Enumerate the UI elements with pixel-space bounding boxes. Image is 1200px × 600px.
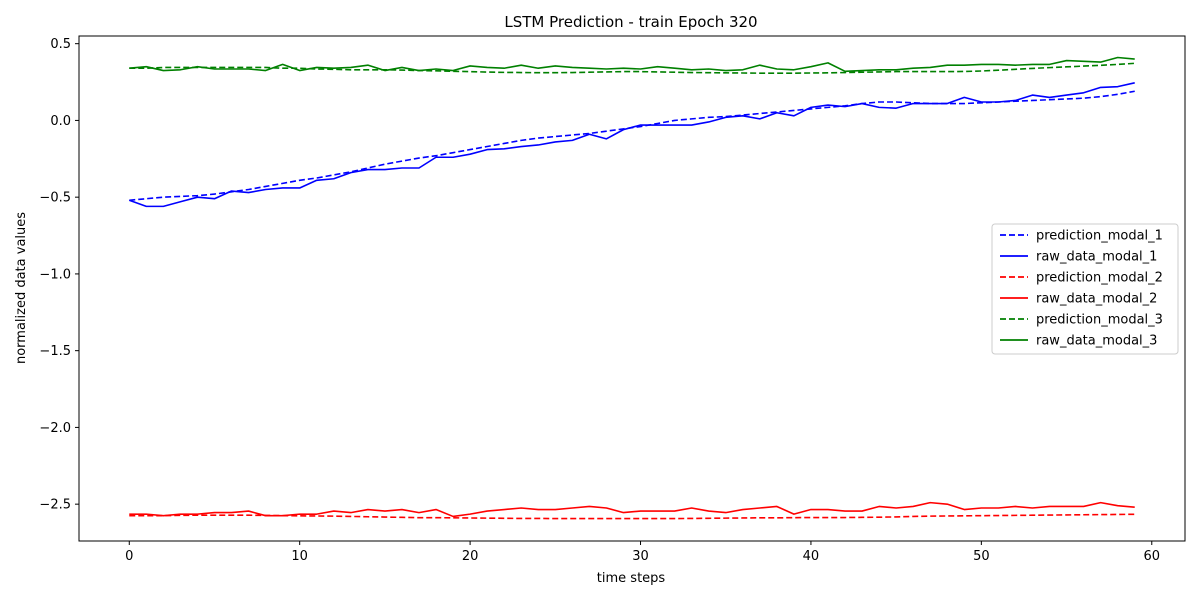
x-tick-label: 50 (973, 549, 990, 564)
legend-label: raw_data_modal_3 (1036, 334, 1157, 349)
x-axis-label: time steps (597, 571, 666, 586)
series-line-raw-data-modal-1 (128, 82, 1135, 208)
y-tick-label: −0.5 (39, 191, 71, 206)
x-tick-label: 10 (291, 549, 308, 564)
series-line-prediction-modal-3 (129, 62, 1135, 74)
legend-items: prediction_modal_1 raw_data_modal_1predic… (1000, 229, 1163, 349)
y-tick-label: −2.5 (39, 498, 71, 513)
y-tick-label: −1.0 (39, 267, 71, 282)
legend-box (991, 223, 1179, 355)
series-line-raw-data-modal-2 (129, 501, 1135, 518)
x-tick-label: 60 (1143, 549, 1160, 564)
x-tick-label: 30 (632, 549, 649, 564)
y-tick-label: −1.5 (39, 344, 71, 359)
legend: prediction_modal_1 raw_data_modal_1predic… (991, 223, 1179, 355)
y-axis-ticks: 0.5 0.0 −0.5 −1.0 −1.5 −2.0 −2.5 (39, 37, 79, 513)
x-tick-label: 40 (803, 549, 820, 564)
series-line-prediction-modal-2 (129, 513, 1135, 520)
axes-frame (78, 35, 1186, 542)
series-lines (128, 56, 1135, 520)
series-line-prediction-modal-1 (129, 90, 1135, 202)
x-tick-label: 0 (125, 549, 133, 564)
y-tick-label: 0.5 (50, 37, 71, 52)
y-tick-label: −2.0 (39, 421, 71, 436)
plot-area: 0 10 20 30 40 50 60 0.5 0.0 −0.5 −1.0 −1.5 −2.0 −2.5 (39, 35, 1186, 564)
legend-label: raw_data_modal_1 (1036, 250, 1157, 265)
series-line-raw-data-modal-3 (129, 56, 1135, 73)
legend-label: prediction_modal_2 (1036, 271, 1163, 286)
x-tick-label: 20 (462, 549, 479, 564)
y-tick-label: 0.0 (50, 114, 71, 129)
x-axis-ticks: 0 10 20 30 40 50 60 (125, 541, 1160, 564)
y-axis-label: normalized data values (14, 212, 29, 364)
legend-label: prediction_modal_1 (1036, 229, 1163, 244)
chart-title: LSTM Prediction - train Epoch 320 (504, 13, 757, 31)
legend-label: raw_data_modal_2 (1036, 292, 1157, 307)
legend-label: prediction_modal_3 (1036, 313, 1163, 328)
